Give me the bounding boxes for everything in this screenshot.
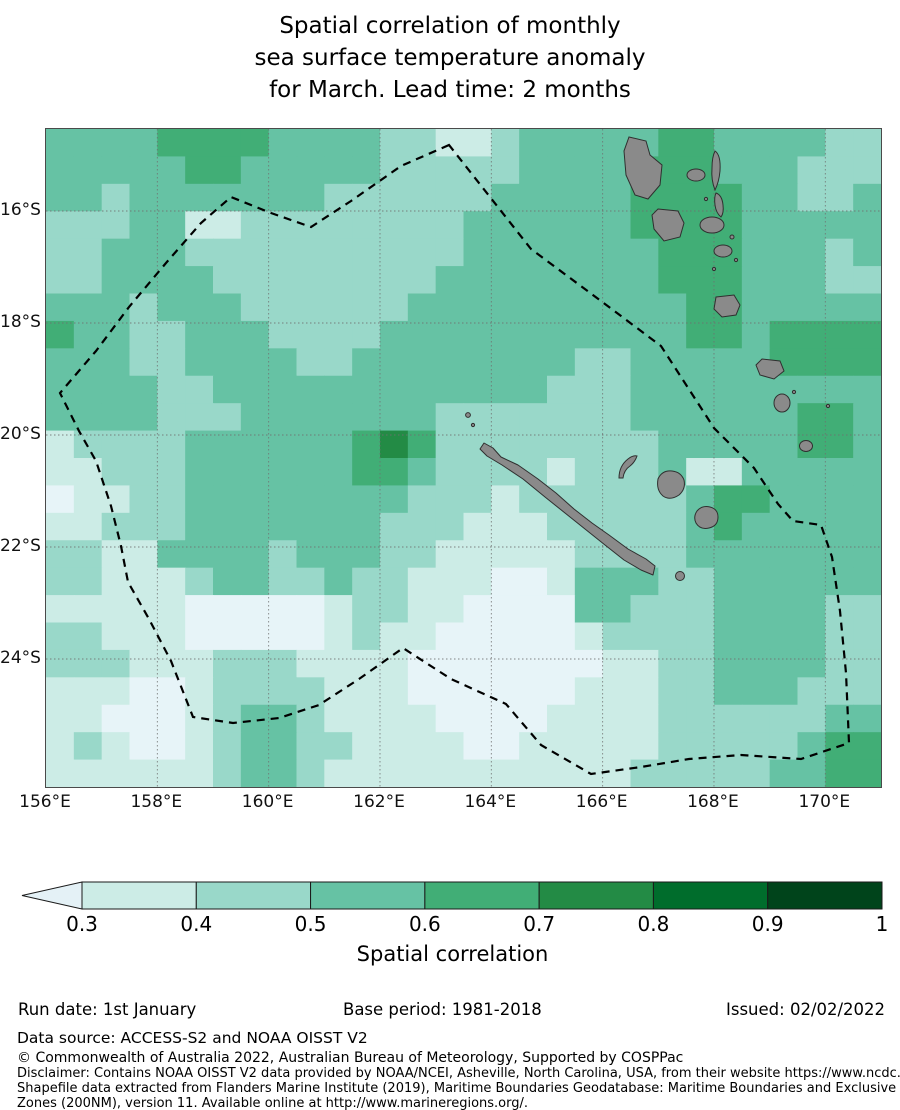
colorbar-under-arrow — [21, 881, 83, 910]
island-pentecost — [714, 192, 724, 218]
islet-2 — [729, 234, 735, 240]
island-tanna — [773, 393, 791, 413]
base-period: Base period: 1981-2018 — [343, 1000, 542, 1019]
colorbar-tick: 0.6 — [408, 912, 441, 936]
islet-6 — [825, 403, 831, 409]
islet-3 — [733, 257, 739, 263]
run-date: Run date: 1st January — [18, 1000, 197, 1019]
colorbar-segments — [81, 881, 883, 910]
x-tick-label: 160°E — [241, 792, 294, 812]
colorbar-tick: 0.3 — [66, 912, 98, 936]
page-title: Spatial correlation of monthly sea surfa… — [0, 10, 900, 106]
island-santo — [623, 136, 663, 200]
y-tick-label: 20°S — [0, 424, 41, 444]
island-grande-terre — [479, 442, 656, 576]
island-pines — [675, 571, 685, 581]
map-canvas — [45, 128, 882, 788]
colorbar-tick: 1 — [875, 912, 889, 936]
colorbar-tick: 0.5 — [294, 912, 327, 936]
island-mare — [694, 506, 719, 529]
island-ouvea — [618, 455, 638, 479]
colorbar-tick: 0.8 — [637, 912, 670, 936]
island-belep-2 — [470, 422, 476, 428]
colorbar-tick: 0.7 — [523, 912, 556, 936]
island-ambrym — [699, 216, 725, 234]
island-belep — [465, 412, 471, 418]
island-efate — [713, 294, 741, 318]
y-tick-label: 16°S — [0, 200, 41, 220]
x-tick-label: 162°E — [353, 792, 405, 812]
x-tick-label: 170°E — [798, 792, 851, 812]
eez-dashed-boundary — [58, 143, 851, 776]
islet-5 — [791, 389, 797, 395]
island-maewo — [711, 150, 721, 192]
islet-1 — [703, 196, 709, 202]
island-malakula — [651, 208, 685, 242]
disclaimer-line-2: Shapefile data extracted from Flanders M… — [17, 1081, 900, 1096]
correlation-map — [46, 129, 881, 787]
colorbar — [21, 881, 883, 910]
islet-4 — [711, 266, 717, 272]
correlation-raster — [46, 129, 881, 787]
disclaimer-line-1: Disclaimer: Contains NOAA OISST V2 data … — [17, 1066, 900, 1081]
y-tick-label: 24°S — [0, 648, 41, 668]
issued-date: Issued: 02/02/2022 — [726, 1000, 886, 1019]
disclaimer-line-3: Zones (200NM), version 11. Available onl… — [17, 1096, 529, 1110]
island-erromango — [755, 358, 785, 380]
x-tick-label: 166°E — [575, 792, 628, 812]
land-islands — [465, 136, 831, 581]
x-tick-label: 156°E — [19, 792, 71, 812]
copyright: © Commonwealth of Australia 2022, Austra… — [17, 1050, 684, 1066]
island-epi — [713, 244, 733, 258]
title-line-3: for March. Lead time: 2 months — [269, 77, 631, 103]
x-tick-label: 164°E — [464, 792, 517, 812]
x-tick-label: 168°E — [687, 792, 739, 812]
x-tick-label: 158°E — [130, 792, 183, 812]
y-tick-label: 18°S — [0, 312, 41, 332]
colorbar-label: Spatial correlation — [356, 942, 549, 966]
island-aneityum — [799, 440, 813, 452]
data-source: Data source: ACCESS-S2 and NOAA OISST V2 — [17, 1029, 368, 1047]
title-line-1: Spatial correlation of monthly — [279, 13, 621, 39]
island-aoba — [686, 168, 706, 182]
colorbar-tick: 0.9 — [751, 912, 784, 936]
island-lifou — [657, 470, 685, 499]
colorbar-tick: 0.4 — [180, 912, 213, 936]
y-tick-label: 22°S — [0, 536, 41, 556]
title-line-2: sea surface temperature anomaly — [254, 45, 646, 71]
